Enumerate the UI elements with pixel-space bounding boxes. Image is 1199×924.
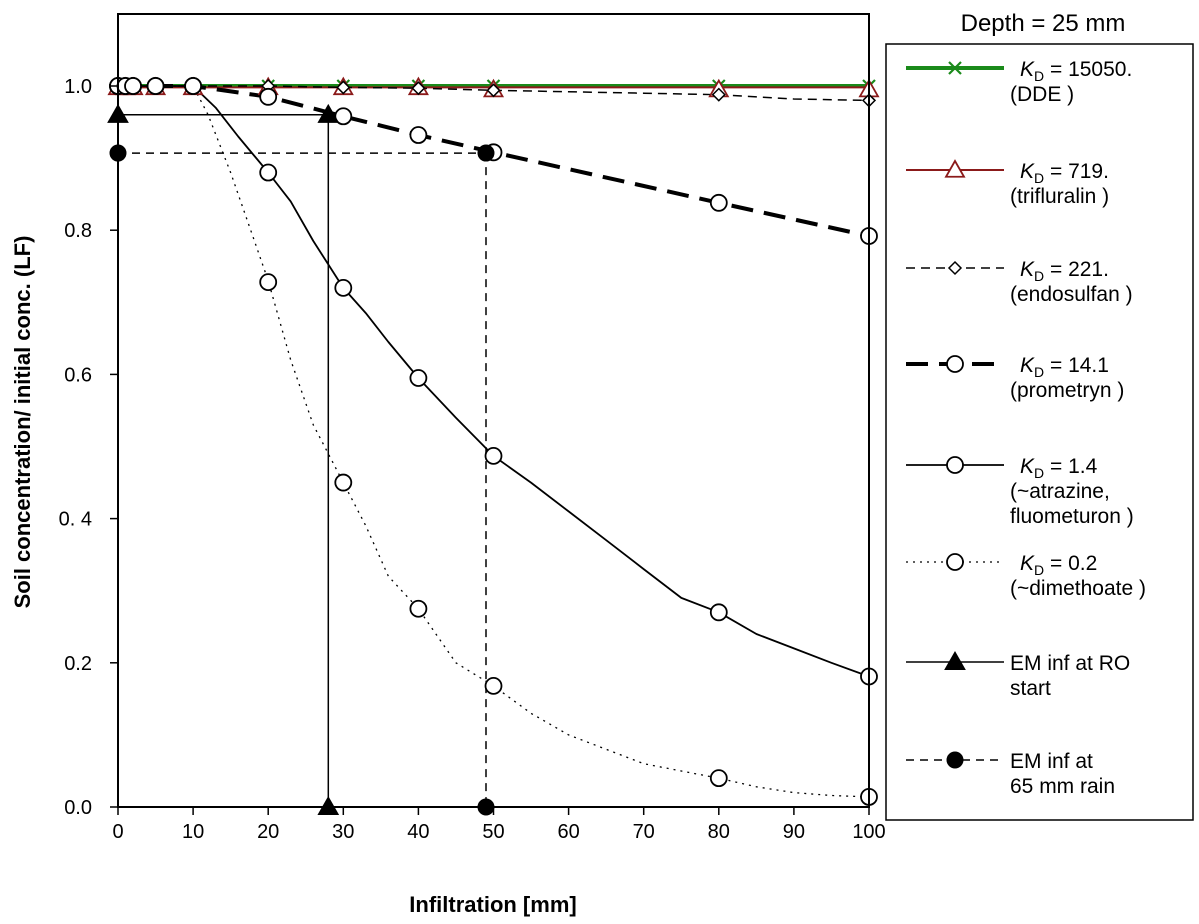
data-point-atrazine — [709, 603, 728, 622]
data-point-prometryn — [409, 126, 428, 144]
y-tick-label: 0.2 — [64, 653, 92, 675]
legend-label-endosulfan: (endosulfan ) — [1010, 283, 1133, 306]
legend-label-dimethoate: KD = 0.2 — [1020, 552, 1097, 578]
legend-label-dde: KD = 15050. — [1020, 58, 1132, 84]
legend-label-dimethoate: (~dimethoate ) — [1010, 577, 1146, 600]
legend-label-prometryn: KD = 14.1 — [1020, 354, 1109, 380]
legend-marker-prometryn — [946, 355, 964, 373]
legend-label-atrazine: KD = 1.4 — [1020, 455, 1098, 481]
legend-box — [885, 43, 1194, 821]
data-point-dimethoate — [184, 77, 203, 95]
y-tick-label: 0. 4 — [59, 509, 92, 531]
data-point-endosulfan — [486, 83, 501, 98]
legend-item-prometryn: KD = 14.1(prometryn ) — [906, 354, 1124, 402]
y-tick-label: 0.0 — [64, 797, 92, 819]
legend-marker-endosulfan — [947, 260, 963, 276]
y-tick-label: 0.8 — [64, 220, 92, 242]
x-tick-label: 40 — [407, 821, 429, 843]
legend-label-trifluralin: KD = 719. — [1020, 160, 1109, 186]
legend-marker-atrazine — [946, 456, 964, 474]
x-tick-label: 80 — [708, 821, 730, 843]
data-point-endosulfan — [411, 81, 426, 96]
y-tick-label: 0.6 — [64, 364, 92, 386]
legend-label-endosulfan: KD = 221. — [1020, 258, 1109, 284]
legend-item-dde: KD = 15050.(DDE ) — [906, 58, 1132, 106]
legend-marker-em-ro-start — [944, 650, 966, 670]
legend-item-endosulfan: KD = 221.(endosulfan ) — [906, 258, 1133, 306]
legend-marker-dde — [948, 61, 962, 75]
x-tick-label: 30 — [332, 821, 354, 843]
data-point-dimethoate — [259, 273, 278, 292]
data-point-dimethoate — [334, 473, 353, 492]
data-point-atrazine — [484, 446, 503, 465]
legend-label-em-65mm-rain: EM inf at — [1010, 750, 1093, 773]
data-point-dimethoate — [124, 77, 142, 95]
data-point-endosulfan — [711, 87, 726, 102]
legend: KD = 15050.(DDE ) KD = 719.(trifluralin )… — [906, 58, 1146, 798]
data-point-atrazine — [334, 278, 353, 297]
x-tick-label: 100 — [852, 821, 885, 843]
x-tick-label: 60 — [557, 821, 579, 843]
x-axis-title: Infiltration [mm] — [409, 892, 576, 917]
y-axis-title: Soil concentration/ initial conc. (LF) — [10, 236, 35, 609]
x-tick-label: 50 — [482, 821, 504, 843]
data-point-em-ro-start — [317, 795, 340, 815]
y-axis: 0.0 0.2 0. 4 0.6 0.8 1.0 — [59, 76, 118, 819]
series-line-endosulfan — [118, 85, 870, 102]
legend-label-atrazine: fluometuron ) — [1010, 505, 1134, 528]
data-point-em-ro-start — [317, 103, 340, 123]
legend-item-atrazine: KD = 1.4(~atrazine,fluometuron ) — [906, 455, 1134, 528]
data-point-dimethoate — [484, 676, 503, 695]
x-tick-label: 20 — [257, 821, 279, 843]
x-tick-label: 90 — [783, 821, 805, 843]
data-point-dimethoate — [709, 769, 728, 788]
data-point-dimethoate — [409, 599, 428, 618]
data-point-prometryn — [709, 193, 728, 212]
legend-label-prometryn: (prometryn ) — [1010, 379, 1124, 402]
legend-marker-dimethoate — [946, 553, 964, 571]
legend-item-trifluralin: KD = 719.(trifluralin ) — [906, 159, 1109, 208]
y-tick-label: 1.0 — [64, 76, 92, 98]
legend-label-em-65mm-rain: 65 mm rain — [1010, 775, 1115, 798]
legend-label-dde: (DDE ) — [1010, 83, 1074, 106]
legend-item-dimethoate: KD = 0.2(~dimethoate ) — [906, 552, 1146, 600]
legend-label-atrazine: (~atrazine, — [1010, 480, 1110, 503]
data-point-atrazine — [259, 163, 278, 182]
x-tick-label: 0 — [112, 821, 123, 843]
legend-label-trifluralin: (trifluralin ) — [1010, 185, 1109, 208]
x-axis: 0 10 20 30 40 50 60 70 80 90 100 — [112, 807, 886, 843]
legend-title: Depth = 25 mm — [961, 10, 1126, 37]
legend-marker-trifluralin — [944, 159, 966, 178]
legend-label-em-ro-start: start — [1010, 677, 1051, 700]
x-tick-label: 10 — [182, 821, 204, 843]
data-point-dimethoate — [146, 77, 165, 95]
data-point-em-65mm-rain — [477, 144, 495, 162]
legend-marker-em-65mm-rain — [946, 751, 964, 769]
data-point-prometryn — [259, 87, 278, 106]
data-point-atrazine — [409, 369, 428, 387]
x-tick-label: 70 — [633, 821, 655, 843]
data-point-endosulfan — [336, 80, 351, 95]
legend-label-em-ro-start: EM inf at RO — [1010, 652, 1130, 675]
series-line-dimethoate — [118, 85, 870, 798]
